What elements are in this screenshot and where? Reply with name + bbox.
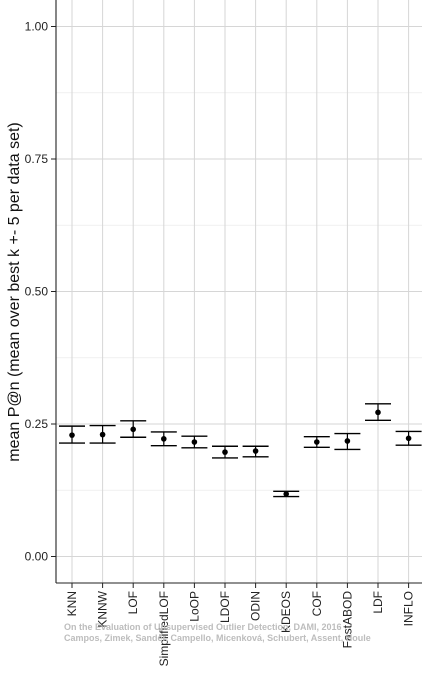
y-tick-label: 0.25 [25, 417, 49, 431]
y-tick-label: 0.75 [25, 152, 49, 166]
x-tick-label: LOF [126, 591, 140, 614]
y-tick-label: 0.50 [25, 285, 49, 299]
x-tick-label: LDOF [218, 591, 232, 623]
tick-labels: 0.00 0.25 0.50 0.75 1.00 KNN KNNW LOF Simplified… [25, 20, 416, 667]
mean-point [375, 409, 381, 416]
watermark: On the Evaluation of Unsupervised Outlie… [64, 622, 371, 643]
mean-point [161, 436, 167, 442]
y-tick-label: 1.00 [25, 20, 49, 34]
mean-point [222, 449, 228, 455]
x-tick-label: SimplifiedLOF [157, 591, 171, 666]
x-tick-label: COF [310, 591, 324, 616]
y-tick-label: 0.00 [25, 550, 49, 564]
mean-point [344, 438, 351, 444]
x-tick-label: LoOP [187, 591, 201, 622]
mean-point [283, 491, 290, 497]
x-tick-label: LDF [371, 591, 385, 614]
x-tick-label: KNN [65, 591, 79, 616]
data-points [59, 403, 422, 498]
grid [56, 0, 422, 583]
mean-point [191, 439, 198, 445]
mean-point [405, 435, 412, 442]
mean-point [130, 426, 136, 433]
axes [51, 0, 422, 588]
x-tick-label: INFLO [402, 591, 416, 626]
mean-point [252, 448, 259, 454]
x-tick-label: ODIN [249, 591, 263, 621]
x-tick-label: KNNW [96, 590, 110, 627]
x-tick-label: FastABOD [340, 591, 354, 649]
x-tick-label: KDEOS [279, 591, 293, 633]
mean-point [69, 432, 75, 438]
mean-point [99, 431, 106, 438]
mean-point [314, 439, 320, 445]
watermark-line-1: On the Evaluation of Unsupervised Outlie… [64, 622, 342, 632]
y-axis-label: mean P@n (mean over best k +- 5 per data… [6, 122, 23, 462]
watermark-line-2: Campos, Zimek, Sander, Campello, Micenko… [64, 633, 371, 643]
